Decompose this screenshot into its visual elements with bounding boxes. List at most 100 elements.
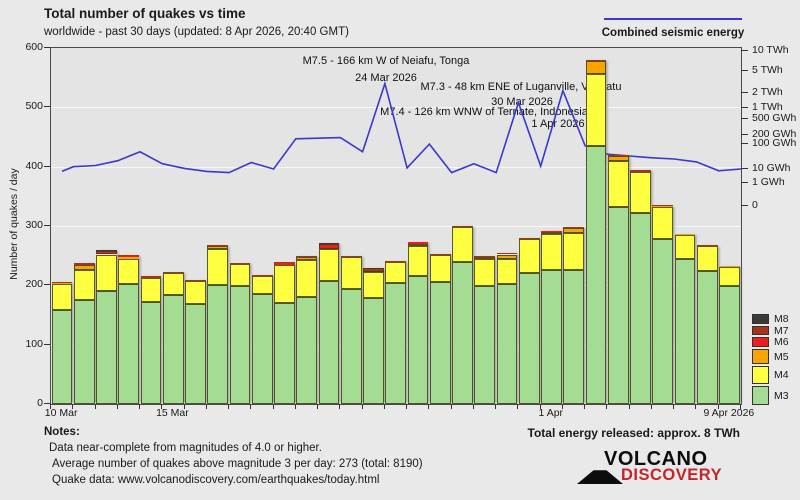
bar-24-mar: [363, 268, 384, 404]
segment-m4: [496, 259, 518, 284]
segment-m4: [652, 207, 674, 240]
bar-16-mar: [185, 280, 206, 404]
segment-m7: [474, 255, 496, 257]
x-tick-15: [383, 404, 385, 409]
segment-m3: [474, 285, 496, 404]
segment-m6: [318, 243, 340, 250]
segment-m4: [318, 249, 340, 281]
bar-22-mar: [318, 242, 340, 404]
segment-m5: [674, 233, 696, 235]
bar-19-mar: [251, 274, 273, 404]
segment-m7: [73, 263, 95, 265]
y-tick-label-400: 400: [25, 159, 43, 172]
bar-20-mar: [274, 262, 295, 404]
segment-m4: [251, 276, 273, 294]
note-line-3: Quake data: www.volcanodiscovery.com/ear…: [52, 474, 380, 486]
segment-m5: [719, 265, 740, 267]
segment-m5: [496, 254, 518, 260]
segment-m6: [118, 255, 140, 258]
x-tick-16: [406, 404, 408, 409]
segment-m5: [563, 227, 585, 233]
segment-m4: [696, 246, 718, 271]
x-tick-4: [139, 404, 141, 409]
legend-swatch-m8: [752, 314, 769, 324]
legend-label-m4: M4: [774, 369, 789, 381]
segment-m7: [518, 238, 540, 240]
segment-m7: [496, 252, 518, 255]
x-tick-7: [205, 404, 207, 409]
segment-m7: [563, 226, 585, 228]
segment-m7: [251, 274, 273, 276]
segment-m7: [229, 262, 251, 264]
segment-m3: [452, 261, 473, 404]
bar-31-mar: [518, 238, 540, 404]
bar-8-apr: [696, 245, 718, 404]
segment-m7: [385, 260, 407, 262]
segment-m4: [719, 266, 740, 286]
x-tick-20: [495, 404, 497, 409]
bar-29-mar: [474, 255, 496, 404]
segment-m3: [340, 288, 362, 404]
x-tick-28: [673, 404, 675, 409]
segment-m4: [429, 255, 451, 282]
segment-m4: [407, 246, 429, 276]
x-tick-10: [272, 404, 274, 409]
segment-m3: [318, 280, 340, 404]
bar-15-mar: [162, 271, 184, 404]
segment-m3: [251, 293, 273, 404]
segment-m3: [585, 145, 607, 404]
y-tick-label-0: 0: [37, 397, 43, 409]
logo-text-discovery: DISCOVERY: [621, 466, 723, 484]
segment-m4: [385, 261, 407, 283]
y2-tick-2-twh: [741, 92, 748, 93]
x-tick-0: [50, 404, 51, 409]
y-tick-500: [44, 106, 50, 108]
energy-line-legend-swatch: [604, 18, 742, 20]
segment-m4: [229, 263, 251, 286]
notes-heading: Notes:: [44, 426, 80, 438]
x-label-1-apr: 1 Apr: [538, 407, 564, 419]
segment-m3: [229, 285, 251, 404]
segment-m3: [140, 301, 162, 404]
segment-m3: [207, 284, 229, 404]
segment-m3: [630, 212, 651, 404]
bar-7-apr: [674, 233, 696, 404]
x-tick-21: [517, 404, 519, 409]
legend-swatch-m5: [752, 349, 769, 364]
y-tick-400: [44, 165, 50, 167]
x-tick-1: [72, 404, 74, 409]
segment-m7: [429, 254, 451, 256]
segment-m7: [118, 254, 140, 256]
bar-9-apr: [719, 265, 740, 404]
segment-m4: [296, 259, 318, 298]
segment-m5: [585, 61, 607, 74]
bar-18-mar: [229, 262, 251, 404]
segment-m4: [363, 271, 384, 298]
segment-m5: [474, 256, 496, 260]
x-tick-6: [183, 404, 185, 409]
bar-21-mar: [296, 255, 318, 404]
segment-m7: [585, 59, 607, 62]
gridline-500: [51, 107, 741, 109]
legend-label-m7: M7: [774, 324, 789, 337]
segment-m3: [607, 207, 629, 404]
legend-label-m8: M8: [774, 313, 789, 325]
y2-tick-10-gwh: [741, 168, 748, 169]
y2-tick-0: [741, 205, 748, 206]
y2-tick-label-200-gwh: 200 GWh: [752, 128, 797, 140]
y2-tick-100-gwh: [741, 143, 748, 144]
segment-m7: [140, 276, 162, 278]
logo-text-volcano: VOLCANO: [604, 448, 708, 470]
y2-tick-200-gwh: [741, 134, 748, 135]
y-tick-label-600: 600: [25, 41, 43, 53]
segment-m7: [607, 155, 629, 156]
bar-1-apr: [541, 230, 562, 404]
chart-title: Total number of quakes vs time: [44, 6, 246, 21]
x-tick-23: [561, 404, 563, 409]
x-tick-12: [317, 404, 319, 409]
y-tick-label-500: 500: [25, 100, 43, 113]
x-label-15-mar: 15 Mar: [156, 407, 189, 419]
bar-28-mar: [452, 226, 473, 404]
bar-6-apr: [652, 205, 674, 404]
legend-label-m5: M5: [774, 350, 789, 363]
